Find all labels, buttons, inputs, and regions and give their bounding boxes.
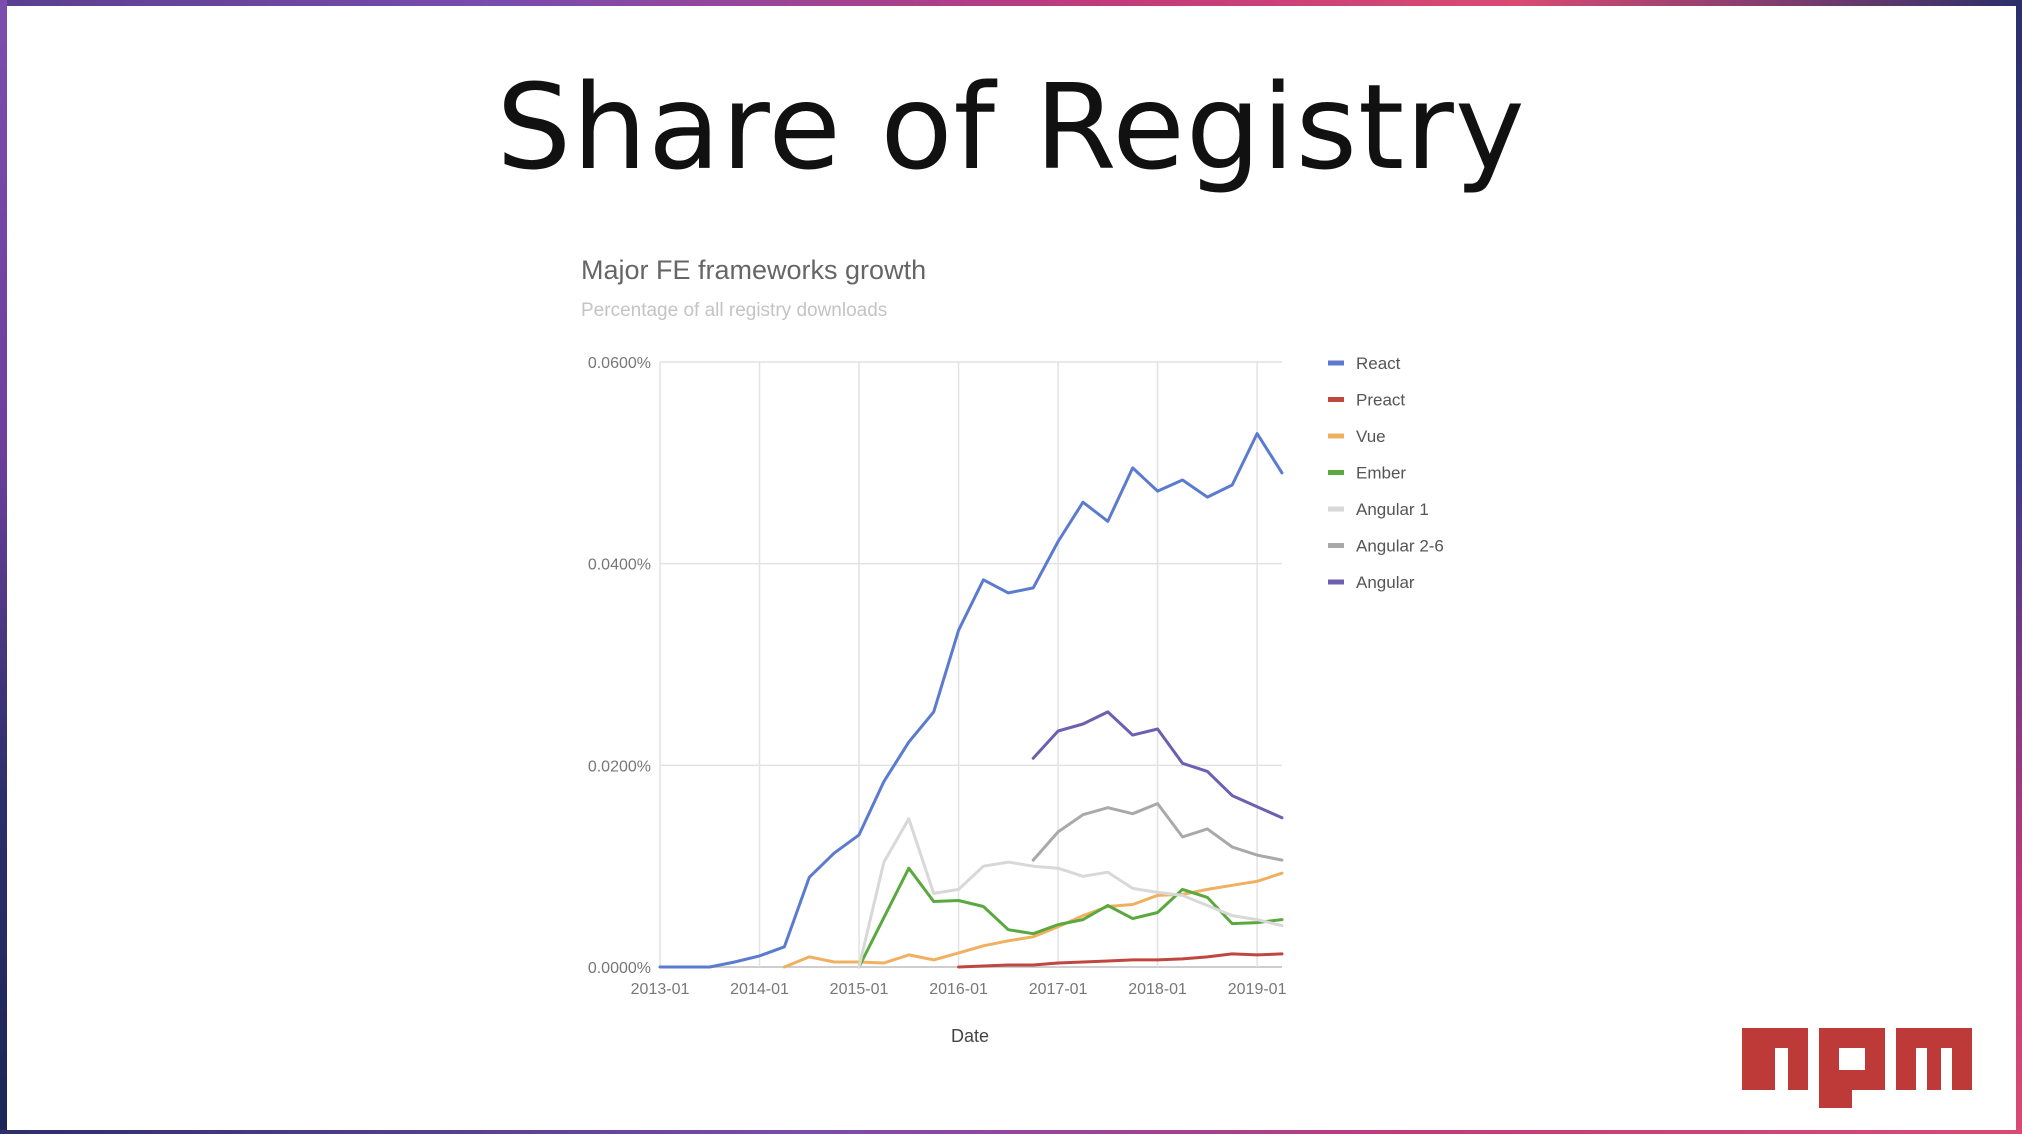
- series-line-angular26: [1031, 802, 1284, 862]
- decorative-frame-right: [2016, 0, 2022, 1134]
- chart-subtitle: Percentage of all registry downloads: [581, 300, 887, 321]
- decorative-frame-bottom: [0, 1130, 2022, 1134]
- series-line-ember: [857, 866, 1284, 969]
- npm-logo: [1742, 1028, 1972, 1108]
- x-tick-label: 2017-01: [1029, 981, 1088, 998]
- chart-legend: React Preact Vue Ember Angular 1 Angular 2-6 A…: [1328, 354, 1444, 592]
- series-line-angular: [1031, 710, 1284, 820]
- y-tick-label: 0.0200%: [588, 758, 651, 775]
- x-tick-label: 2016-01: [929, 981, 988, 998]
- legend-label: Ember: [1356, 464, 1406, 483]
- legend-label: Vue: [1356, 427, 1386, 446]
- x-tick-label: 2014-01: [730, 981, 789, 998]
- decorative-frame-left: [0, 0, 7, 1134]
- x-tick-label: 2013-01: [631, 981, 690, 998]
- legend-label: React: [1356, 354, 1401, 373]
- y-tick-label: 0.0400%: [588, 557, 651, 574]
- slide-title: Share of Registry: [496, 58, 1526, 196]
- x-tick-label: 2018-01: [1128, 981, 1187, 998]
- legend-label: Preact: [1356, 391, 1405, 410]
- series-line-react: [658, 432, 1284, 969]
- legend-label: Angular 1: [1356, 500, 1429, 519]
- x-tick-label: 2019-01: [1228, 981, 1287, 998]
- x-tick-label: 2015-01: [830, 981, 889, 998]
- decorative-frame-top: [0, 0, 2022, 6]
- chart-title: Major FE frameworks growth: [581, 255, 926, 285]
- series-line-preact: [957, 952, 1284, 969]
- y-tick-label: 0.0000%: [588, 960, 651, 977]
- chart-axes: 0.0000% 0.0200% 0.0400% 0.0600% 2013-01 2014-…: [588, 355, 1287, 998]
- y-tick-label: 0.0600%: [588, 355, 651, 372]
- legend-label: Angular 2-6: [1356, 537, 1444, 556]
- series-line-vue: [782, 871, 1284, 969]
- x-axis-label: Date: [951, 1026, 989, 1046]
- chart-series: [658, 432, 1284, 969]
- chart-grid: [659, 361, 1282, 968]
- series-line-angular1: [857, 817, 1284, 969]
- legend-label: Angular: [1356, 573, 1415, 592]
